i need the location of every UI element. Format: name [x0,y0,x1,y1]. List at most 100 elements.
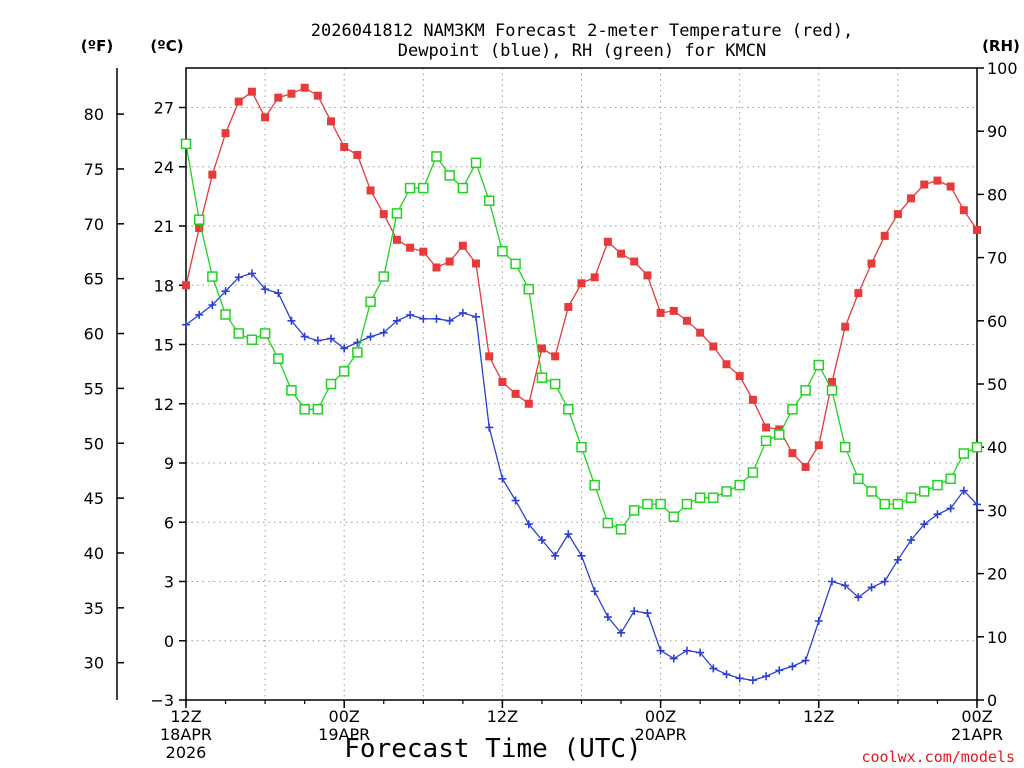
rh-point [523,283,535,295]
temperature-point [801,462,810,471]
celsius-tick-label: 15 [154,336,174,355]
temperature-point [366,186,375,195]
rh-tick-label: 100 [987,59,1018,78]
temperature-point [313,91,322,100]
temperature-point [973,225,981,234]
temperature-point [630,257,639,266]
temperature-point [709,342,718,351]
series-dewpoint [182,269,981,685]
dewpoint-point [564,530,573,539]
credit-text: coolwx.com/models [861,748,1015,766]
celsius-tick-label: 0 [164,632,174,651]
dewpoint-point [445,316,454,325]
rh-point [207,271,218,282]
fahrenheit-tick-label: 35 [84,599,104,618]
temperature-point [814,441,823,450]
temperature-point [722,360,731,369]
dewpoint-point [788,662,797,671]
dewpoint-point [577,551,586,560]
dewpoint-point [366,332,375,341]
gridlines [186,68,977,700]
temperature-point [735,372,744,381]
rh-point [734,479,745,491]
rh-point [747,467,759,478]
rh-point [246,334,258,346]
dewpoint-point [406,310,415,319]
temperature-point [340,143,349,151]
temperature-point [656,308,665,317]
rh-point [958,448,970,459]
temperature-point [946,182,955,191]
dewpoint-point [735,674,744,683]
dewpoint-point [867,583,876,592]
dewpoint-point [511,496,520,505]
dewpoint-point [419,314,428,323]
rh-tick-label: 60 [987,312,1007,331]
temperature-point [577,279,586,288]
series-layer [180,83,983,685]
x-tick-label: 20APR [635,725,687,744]
rh-point [233,328,244,339]
temperature-point [379,210,388,219]
rh-point [299,404,310,415]
rh-tick-label: 70 [987,249,1007,268]
temperature-point [261,113,270,122]
dewpoint-point [340,344,349,353]
rh-point [945,473,956,485]
temperature-point [564,302,573,311]
temperature-point [682,316,691,325]
dewpoint-point [617,628,626,637]
celsius-tick-label: 24 [154,158,174,177]
temperature-point [617,249,626,258]
temperature-point [406,243,415,252]
celsius-tick-label: 18 [154,276,174,295]
rh-tick-label: 80 [987,185,1007,204]
temperature-point [893,210,902,219]
rh-point [813,359,825,371]
dewpoint-point [537,536,546,545]
rh-point [325,378,337,390]
temperature-point [590,273,599,282]
rh-point [668,511,680,522]
dewpoint-point [669,654,678,663]
rh-point [378,271,389,282]
rh-point [497,246,508,257]
dewpoint-point [827,577,836,586]
unit-label-celsius: (ºC) [150,37,183,55]
fahrenheit-tick-label: 30 [84,654,104,673]
dewpoint-point [300,332,309,341]
dewpoint-point [643,609,652,618]
rh-tick-label: 20 [987,565,1007,584]
celsius-tick-label: 9 [164,454,174,473]
temperature-point [472,259,481,268]
dewpoint-point [907,536,916,545]
dewpoint-point [801,656,810,665]
dewpoint-point [472,312,481,321]
rh-point [470,157,482,169]
celsius-tick-label: −3 [150,691,174,710]
fahrenheit-tick-label: 50 [84,434,104,453]
dewpoint-point [261,285,270,294]
dewpoint-point [656,646,665,655]
temperature-point [827,378,836,387]
rh-point [681,498,693,510]
temperature-point [247,87,256,96]
dewpoint-point [920,520,929,529]
temperature-point [419,247,428,256]
dewpoint-point [287,316,296,325]
temperature-point [841,322,850,331]
rh-point [774,429,785,440]
temperature-point [182,281,190,290]
fahrenheit-tick-label: 75 [84,160,104,179]
rh-point [444,170,455,181]
rh-point [431,151,442,162]
rh-point [826,385,838,396]
dewpoint-point [379,328,388,337]
temperature-point [854,289,863,298]
dewpoint-point [274,289,283,298]
rh-point [787,404,798,415]
dewpoint-point [893,555,902,564]
rh-point [391,208,403,219]
temperature-point [498,378,507,387]
